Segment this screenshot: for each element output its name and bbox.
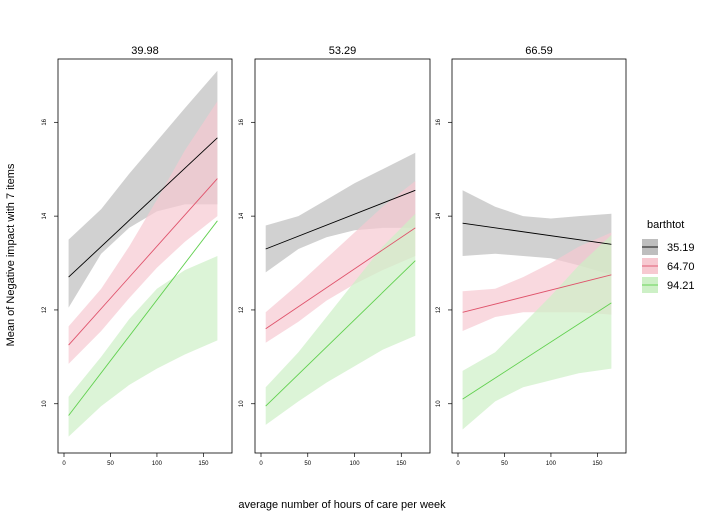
y-tick-label: 14 bbox=[42, 212, 48, 219]
panel-frame bbox=[254, 58, 431, 454]
panel-frame bbox=[57, 58, 233, 454]
x-tick-label: 100 bbox=[350, 461, 361, 467]
panel-2: 53.29 0 50 100 150 10 12 14 16 bbox=[239, 45, 431, 467]
y-axis-title: Mean of Negative impact with 7 items bbox=[5, 163, 17, 346]
series-line-35.19 bbox=[265, 189, 416, 250]
legend-title: barthtot bbox=[647, 219, 684, 231]
panel-1: 39.98 0 50 100 150 10 12 14 16 bbox=[42, 45, 233, 467]
series-line-64.70 bbox=[462, 274, 612, 313]
confidence-band-94.21 bbox=[265, 213, 416, 425]
y-tick-label: 10 bbox=[42, 400, 48, 407]
x-tick-label: 0 bbox=[62, 461, 66, 467]
confidence-band-94.21 bbox=[462, 234, 612, 430]
x-tick-label: 50 bbox=[304, 461, 311, 467]
series-line-35.19 bbox=[462, 222, 612, 245]
y-tick-label: 16 bbox=[239, 118, 245, 125]
y-tick-label: 14 bbox=[436, 212, 442, 219]
panel-3: 66.59 0 50 100 150 10 12 14 16 bbox=[436, 45, 627, 467]
x-tick-label: 0 bbox=[259, 461, 263, 467]
x-tick-label: 50 bbox=[501, 461, 508, 467]
legend: barthtot 35.19 64.70 94.21 bbox=[642, 219, 695, 293]
legend-label: 64.70 bbox=[667, 261, 695, 273]
legend-item-35.19: 35.19 bbox=[642, 239, 695, 255]
x-axis-title: average number of hours of care per week bbox=[238, 499, 446, 511]
series-line-94.21 bbox=[68, 220, 218, 416]
series-line-35.19 bbox=[68, 137, 218, 278]
confidence-band-64.70 bbox=[68, 101, 218, 364]
confidence-band-35.19 bbox=[68, 70, 218, 308]
y-tick-label: 16 bbox=[436, 118, 442, 125]
y-tick-label: 14 bbox=[239, 212, 245, 219]
y-tick-label: 12 bbox=[42, 306, 48, 313]
x-tick-label: 100 bbox=[546, 461, 557, 467]
legend-items: 35.19 64.70 94.21 bbox=[642, 239, 695, 293]
y-tick-label: 16 bbox=[42, 118, 48, 125]
series-line-94.21 bbox=[265, 260, 416, 407]
x-tick-label: 50 bbox=[107, 461, 114, 467]
panel-title: 66.59 bbox=[525, 45, 553, 57]
series-line-94.21 bbox=[462, 302, 612, 400]
confidence-band-94.21 bbox=[68, 256, 218, 437]
x-tick-label: 150 bbox=[198, 461, 209, 467]
series-line-64.70 bbox=[68, 178, 218, 346]
series-line-64.70 bbox=[265, 227, 416, 330]
x-tick-label: 100 bbox=[152, 461, 163, 467]
legend-label: 35.19 bbox=[667, 242, 695, 254]
legend-label: 94.21 bbox=[667, 280, 695, 292]
x-tick-label: 150 bbox=[592, 461, 603, 467]
x-tick-label: 150 bbox=[396, 461, 407, 467]
legend-item-94.21: 94.21 bbox=[642, 277, 695, 293]
panel-title: 53.29 bbox=[329, 45, 357, 57]
y-tick-label: 10 bbox=[436, 400, 442, 407]
panel-frame bbox=[451, 58, 627, 454]
x-tick-label: 0 bbox=[456, 461, 460, 467]
panel-title: 39.98 bbox=[131, 45, 159, 57]
confidence-band-35.19 bbox=[265, 152, 416, 273]
legend-item-64.70: 64.70 bbox=[642, 258, 695, 274]
y-tick-label: 12 bbox=[239, 306, 245, 313]
y-tick-label: 12 bbox=[436, 306, 442, 313]
y-tick-label: 10 bbox=[239, 400, 245, 407]
confidence-band-64.70 bbox=[265, 181, 416, 343]
